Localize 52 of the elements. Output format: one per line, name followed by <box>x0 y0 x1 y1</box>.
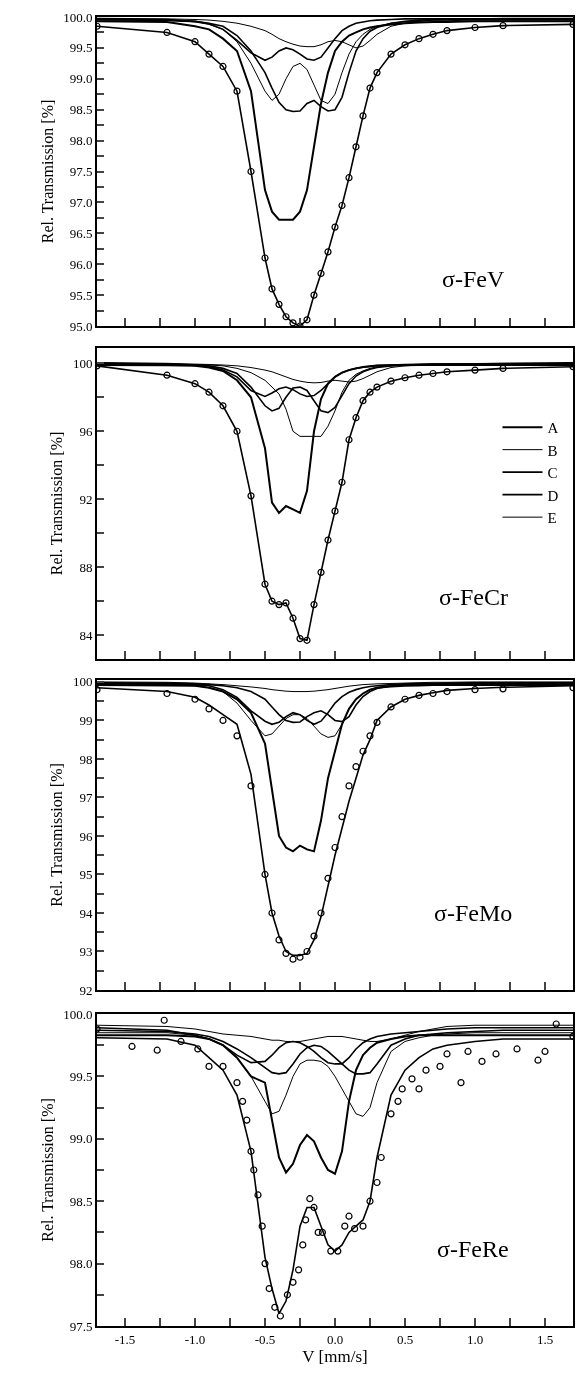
y-tick-label: 98.5 <box>69 1193 93 1209</box>
legend-label: B <box>547 442 558 459</box>
y-tick-label: 97.5 <box>69 1318 93 1334</box>
legend-label: E <box>547 510 557 526</box>
y-tick-label: 99.0 <box>69 1131 93 1147</box>
x-tick-label: -1.0 <box>184 1331 206 1347</box>
y-tick-label: 88 <box>79 559 93 575</box>
y-tick-label: 99.5 <box>69 40 93 56</box>
x-tick-label: -0.5 <box>254 1331 276 1347</box>
x-tick-label: 1.0 <box>466 1331 484 1347</box>
y-tick-label: 95 <box>79 867 93 883</box>
x-tick-label: 0.5 <box>396 1331 414 1347</box>
annotation: σ-FeRe <box>437 1236 509 1262</box>
y-tick-label: 96 <box>79 828 93 844</box>
y-tick-label: 98.0 <box>69 1256 93 1272</box>
x-tick-label: 0.0 <box>326 1331 344 1347</box>
y-tick-label: 99.0 <box>69 71 93 87</box>
y-tick-label: 99 <box>79 712 93 728</box>
y-tick-label: 98.5 <box>69 102 93 118</box>
legend-label: D <box>547 487 559 504</box>
y-tick-label: 98 <box>79 751 93 767</box>
y-tick-label: 96.0 <box>69 256 93 272</box>
y-axis-title: Rel. Transmission [%] <box>48 431 66 576</box>
y-axis-title: Rel. Transmission [%] <box>38 99 56 244</box>
y-tick-label: 99.5 <box>69 1068 93 1084</box>
y-tick-label: 84 <box>79 627 93 643</box>
y-tick-label: 96.5 <box>69 225 93 241</box>
x-axis-title: V [mm/s] <box>302 1346 368 1366</box>
y-tick-label: 94 <box>79 905 93 921</box>
y-tick-label: 92 <box>79 491 93 507</box>
y-tick-label: 100.0 <box>63 9 93 25</box>
y-tick-label: 100.0 <box>63 1006 93 1022</box>
y-tick-label: 95.0 <box>69 318 93 334</box>
x-tick-label: -1.5 <box>114 1331 136 1347</box>
annotation: σ-FeCr <box>439 584 508 610</box>
annotation: σ-FeMo <box>434 900 513 926</box>
annotation: σ-FeV <box>442 266 505 292</box>
y-tick-label: 97.0 <box>69 194 93 210</box>
y-tick-label: 97 <box>79 790 93 805</box>
y-tick-label: 96 <box>79 423 93 439</box>
y-tick-label: 92 <box>79 982 93 998</box>
y-tick-label: 93 <box>79 944 93 960</box>
y-axis-title: Rel. Transmission [%] <box>48 763 66 907</box>
y-axis-title: Rel. Transmission [%] <box>38 1098 56 1242</box>
legend-label: A <box>547 420 559 436</box>
y-tick-label: 98.0 <box>69 133 93 149</box>
y-tick-label: 100 <box>72 355 93 371</box>
x-tick-label: 1.5 <box>536 1331 554 1347</box>
y-tick-label: 100 <box>72 674 93 690</box>
legend-label: C <box>547 465 558 481</box>
y-tick-label: 97.5 <box>69 164 93 180</box>
y-tick-label: 95.5 <box>69 287 93 303</box>
